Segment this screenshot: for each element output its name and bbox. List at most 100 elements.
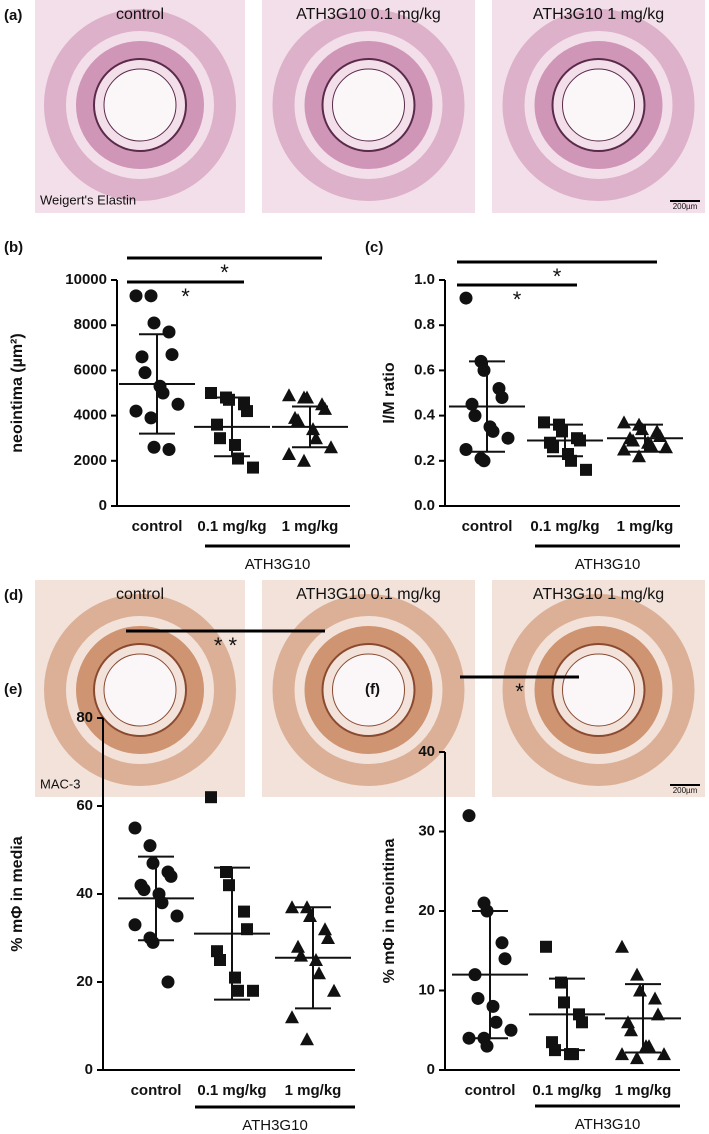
data-point xyxy=(321,931,335,944)
y-tick-label: 40 xyxy=(418,743,435,760)
data-point xyxy=(504,1023,518,1037)
data-point xyxy=(223,879,235,892)
lumen xyxy=(332,653,405,727)
data-point xyxy=(247,984,259,997)
data-point xyxy=(214,954,226,966)
data-point xyxy=(162,443,176,456)
y-axis-label: % mΦ in neointima xyxy=(381,839,398,984)
data-point xyxy=(282,388,296,402)
data-point xyxy=(137,883,151,897)
significance-label: * xyxy=(220,260,229,285)
significance-label: * xyxy=(515,679,524,704)
data-point xyxy=(651,1007,665,1021)
data-point xyxy=(247,461,259,474)
data-point xyxy=(486,999,500,1013)
data-point xyxy=(556,425,568,438)
data-point xyxy=(143,839,157,853)
data-point xyxy=(644,437,658,451)
vessel-adventitia xyxy=(272,9,465,201)
group-label: ATH3G10 xyxy=(575,556,641,573)
data-point xyxy=(576,1016,588,1029)
significance-label: * xyxy=(553,264,562,289)
y-tick-label: 20 xyxy=(418,902,435,919)
data-point xyxy=(161,975,175,989)
data-point xyxy=(465,397,479,411)
x-tick-label: control xyxy=(131,1082,182,1099)
panel-letter: (a) xyxy=(4,7,22,24)
data-point xyxy=(164,869,178,883)
data-point xyxy=(138,366,152,380)
x-tick-label: 1 mg/kg xyxy=(282,518,339,535)
data-point xyxy=(540,940,552,953)
vessel-adventitia xyxy=(44,9,236,201)
data-point xyxy=(282,447,296,461)
elastic-lamina xyxy=(321,58,416,152)
data-point xyxy=(486,424,500,438)
data-point xyxy=(232,452,244,465)
vessel-media xyxy=(534,41,663,169)
y-tick-label: 4000 xyxy=(74,407,107,424)
data-point xyxy=(291,413,305,427)
vessel-media xyxy=(76,626,204,754)
data-point xyxy=(171,397,185,411)
data-point xyxy=(147,440,161,454)
data-point xyxy=(477,363,491,377)
group-label: ATH3G10 xyxy=(575,1116,641,1133)
x-tick-label: 0.1 mg/kg xyxy=(197,1082,266,1099)
image-label: ATH3G10 0.1 mg/kg xyxy=(296,586,441,603)
lumen xyxy=(332,68,405,142)
y-tick-label: 1.0 xyxy=(414,271,435,288)
data-point xyxy=(657,1047,671,1061)
x-tick-label: control xyxy=(462,518,513,535)
data-point xyxy=(312,966,326,980)
data-point xyxy=(300,390,314,404)
x-tick-label: control xyxy=(465,1082,516,1099)
vessel-adventitia xyxy=(44,594,236,786)
y-tick-label: 10 xyxy=(418,981,435,998)
panel-letter: (e) xyxy=(4,681,22,698)
data-point xyxy=(480,1039,494,1053)
data-point xyxy=(162,325,176,339)
significance-label: * * xyxy=(214,633,238,658)
data-point xyxy=(659,440,673,454)
image-label: control xyxy=(116,586,164,603)
vessel-adventitia xyxy=(502,9,695,201)
group-label: ATH3G10 xyxy=(242,1117,308,1134)
data-point xyxy=(615,939,629,953)
y-tick-label: 10000 xyxy=(65,271,107,288)
elastic-lamina xyxy=(551,643,646,737)
data-point xyxy=(318,922,332,936)
panel-letter: (b) xyxy=(4,239,23,256)
data-point xyxy=(630,1051,644,1065)
elastic-lamina xyxy=(551,58,646,152)
data-point xyxy=(144,289,158,303)
data-point xyxy=(156,386,170,400)
data-point xyxy=(617,415,631,429)
data-point xyxy=(285,900,299,914)
y-tick-label: 80 xyxy=(76,709,93,726)
group-label: ATH3G10 xyxy=(245,556,311,573)
data-point xyxy=(155,896,169,910)
data-point xyxy=(462,809,476,823)
data-point xyxy=(241,405,253,418)
panel-letter: (d) xyxy=(4,587,23,604)
data-point xyxy=(144,411,158,425)
data-point xyxy=(580,463,592,476)
data-point xyxy=(220,866,232,878)
data-point xyxy=(129,404,143,418)
data-point xyxy=(205,791,217,804)
vessel-adventitia xyxy=(272,594,465,786)
vessel-adventitia xyxy=(502,594,695,786)
y-tick-label: 0.6 xyxy=(414,361,435,378)
data-point xyxy=(648,991,662,1005)
data-point xyxy=(477,454,491,468)
x-tick-label: 0.1 mg/kg xyxy=(530,518,599,535)
y-tick-label: 2000 xyxy=(74,452,107,469)
data-point xyxy=(327,983,341,997)
data-point xyxy=(170,909,184,923)
data-point xyxy=(624,1023,638,1037)
panel-letter: (f) xyxy=(365,681,380,698)
data-point xyxy=(309,953,323,966)
data-point xyxy=(565,454,577,467)
data-point xyxy=(558,996,570,1009)
